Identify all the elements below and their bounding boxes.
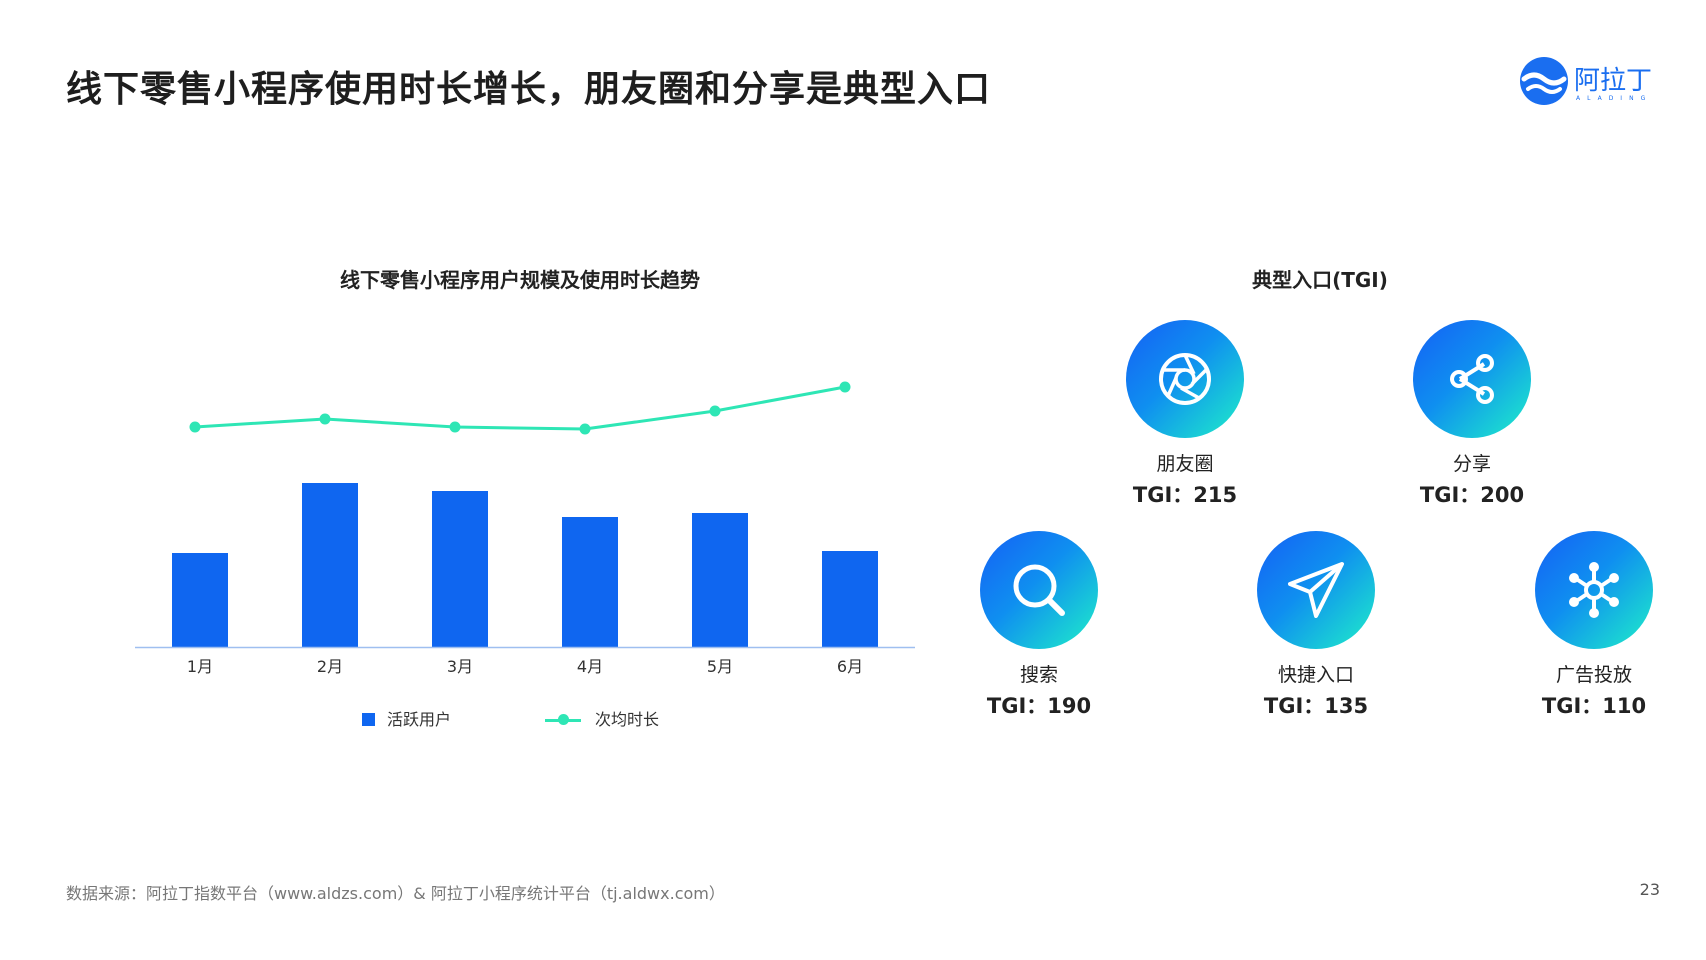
bar-active-users <box>172 553 228 647</box>
line-avg-duration <box>194 385 846 431</box>
brand-logo: 阿拉丁 ALADING <box>1517 54 1657 108</box>
entry-tgi: TGI：135 <box>1263 694 1369 718</box>
logo-subtext: ALADING <box>1576 95 1653 102</box>
x-tick-label: 2月 <box>317 657 343 676</box>
share-icon <box>1450 354 1494 404</box>
paper-plane-icon <box>1288 562 1344 618</box>
bar-active-users <box>432 491 488 647</box>
point-avg-duration <box>449 421 461 433</box>
page-number: 23 <box>1639 880 1660 899</box>
entry-icon-circle <box>980 531 1098 649</box>
entry-tgi: TGI：200 <box>1419 483 1525 507</box>
entry-tgi: TGI：215 <box>1132 483 1238 507</box>
bar-active-users <box>302 483 358 647</box>
x-tick-label: 3月 <box>447 657 473 676</box>
point-avg-duration <box>319 413 331 425</box>
legend-label-avg-duration: 次均时长 <box>595 710 660 729</box>
entry-search: 搜索 TGI：190 <box>939 531 1139 720</box>
search-icon <box>1013 564 1065 616</box>
x-tick-label: 1月 <box>187 657 213 676</box>
bar-active-users <box>692 513 748 647</box>
legend-item-avg-duration: 次均时长 <box>545 706 659 730</box>
entry-label: 分享 <box>1452 453 1491 475</box>
entry-tgi: TGI：190 <box>986 694 1092 718</box>
network-icon <box>1569 562 1619 618</box>
x-tick-label: 6月 <box>837 657 863 676</box>
logo-text: 阿拉丁 <box>1574 66 1653 96</box>
point-avg-duration <box>709 405 721 417</box>
entry-share: 分享 TGI：200 <box>1372 320 1572 509</box>
bar-line-chart: 1月 2月 3月 4月 5月 6月 <box>135 381 915 676</box>
point-avg-duration <box>189 421 201 433</box>
chart-title: 线下零售小程序用户规模及使用时长趋势 <box>340 268 700 292</box>
point-avg-duration <box>839 381 851 393</box>
x-tick-label: 4月 <box>577 657 603 676</box>
legend-line-swatch <box>545 713 581 726</box>
entry-label: 搜索 <box>1019 664 1058 686</box>
aperture-icon <box>1159 353 1211 405</box>
legend-bar-swatch <box>362 713 375 726</box>
entry-label: 朋友圈 <box>1156 453 1214 475</box>
bar-active-users <box>822 551 878 647</box>
entry-icon-circle <box>1413 320 1531 438</box>
entry-icon-circle <box>1126 320 1244 438</box>
entry-label: 快捷入口 <box>1277 664 1354 686</box>
point-avg-duration <box>579 423 591 435</box>
legend-label-active-users: 活跃用户 <box>387 710 452 729</box>
entry-ads: 广告投放 TGI：110 <box>1494 531 1694 720</box>
entry-shortcut: 快捷入口 TGI：135 <box>1216 531 1416 720</box>
entry-tgi: TGI：110 <box>1541 694 1647 718</box>
legend-item-active-users: 活跃用户 <box>362 706 451 730</box>
entry-icon-circle <box>1535 531 1653 649</box>
page-title: 线下零售小程序使用时长增长，朋友圈和分享是典型入口 <box>66 69 992 110</box>
entry-moments: 朋友圈 TGI：215 <box>1085 320 1285 509</box>
bar-active-users <box>562 517 618 647</box>
logo-mark-icon <box>1520 57 1568 105</box>
entry-icon-circle <box>1257 531 1375 649</box>
x-tick-label: 5月 <box>707 657 733 676</box>
entry-label: 广告投放 <box>1555 664 1632 686</box>
footer-source: 数据来源：阿拉丁指数平台（www.aldzs.com）& 阿拉丁小程序统计平台（… <box>66 884 725 903</box>
entry-section-title: 典型入口(TGI) <box>1252 268 1388 292</box>
